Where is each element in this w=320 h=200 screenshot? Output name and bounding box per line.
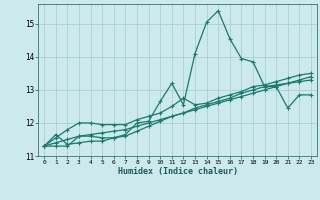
X-axis label: Humidex (Indice chaleur): Humidex (Indice chaleur) — [118, 167, 238, 176]
